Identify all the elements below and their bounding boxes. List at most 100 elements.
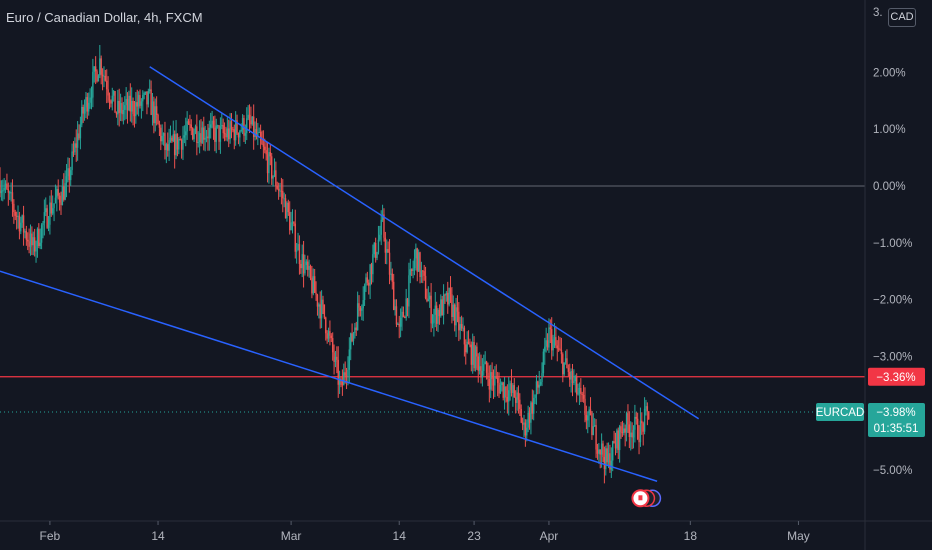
candle-body — [178, 139, 180, 150]
candle-body — [286, 202, 288, 219]
current-price-badge — [868, 402, 925, 437]
candle-body — [566, 358, 568, 369]
candle-body — [103, 75, 105, 77]
candle-body — [498, 382, 500, 394]
candle-body — [546, 340, 549, 348]
candle-body — [520, 408, 522, 423]
trendlines-layer[interactable] — [0, 66, 700, 482]
candle-body — [462, 327, 464, 329]
candle-body — [298, 244, 301, 264]
candle-body — [203, 127, 205, 140]
candle-body — [246, 118, 248, 134]
candle-body — [488, 379, 491, 390]
candle-body — [269, 152, 272, 157]
candle-body — [466, 341, 468, 353]
candle-body — [154, 106, 156, 124]
candle-body — [354, 327, 356, 334]
candle-body — [68, 168, 71, 181]
candle-body — [71, 151, 73, 171]
candle-body — [191, 128, 194, 140]
candle-body — [194, 126, 197, 134]
candle-body — [521, 422, 524, 425]
candle-body — [422, 270, 424, 272]
candle-body — [24, 231, 26, 233]
y-tick-label: −5.00% — [873, 465, 912, 477]
candle-body — [613, 441, 615, 444]
candle-body — [373, 242, 375, 255]
candle-body — [226, 128, 229, 138]
candle-body — [290, 222, 292, 231]
y-tick-label: −3.00% — [873, 351, 912, 363]
candle-body — [146, 91, 148, 105]
candle-body — [469, 344, 471, 346]
y-tick-label: 1.00% — [873, 124, 906, 136]
candle-body — [391, 273, 393, 282]
candle-body — [313, 276, 316, 293]
candle-body — [426, 298, 428, 302]
candle-body — [472, 342, 474, 365]
candle-body — [530, 402, 532, 423]
candle-body — [463, 327, 466, 345]
candle-body — [337, 359, 339, 385]
candle-body — [322, 299, 324, 305]
candle-body — [121, 103, 123, 115]
candle-body — [557, 348, 560, 350]
candle-body — [74, 143, 76, 153]
candle-body — [101, 74, 104, 77]
candle-body — [284, 198, 287, 219]
candle-body — [111, 95, 113, 104]
candle-body — [387, 249, 389, 253]
candle-body — [458, 311, 460, 331]
candle-body — [451, 294, 453, 318]
candle-body — [383, 214, 385, 238]
candle-body — [496, 377, 499, 383]
candle-body — [630, 432, 632, 438]
candle-body — [376, 252, 378, 258]
candle-body — [560, 349, 563, 355]
candle-body — [302, 254, 305, 274]
candle-body — [362, 300, 364, 309]
trendline-upper — [149, 66, 700, 420]
candle-body — [570, 371, 572, 380]
candle-body — [405, 298, 407, 318]
candle-body — [412, 268, 414, 271]
candle-body — [312, 276, 314, 294]
level-badge — [868, 367, 925, 386]
candle-body — [228, 128, 230, 140]
candle-body — [505, 386, 507, 397]
candle-body — [526, 427, 528, 436]
candle-body — [620, 426, 622, 433]
candle-body — [470, 344, 473, 365]
candle-body — [69, 170, 72, 181]
y-tick-label: −2.00% — [873, 295, 912, 307]
candle-body — [309, 266, 312, 278]
candle-body — [347, 369, 349, 376]
candle-body — [282, 190, 284, 199]
candle-body — [164, 133, 166, 151]
candle-body — [602, 443, 604, 458]
candle-body — [198, 133, 201, 143]
candle-body — [571, 371, 574, 384]
candle-body — [28, 241, 30, 247]
candle-body — [236, 120, 238, 134]
candle-body — [248, 114, 251, 121]
candle-body — [326, 333, 328, 339]
candle-body — [338, 378, 341, 385]
candle-body — [122, 109, 125, 115]
candle-body — [538, 384, 540, 388]
candle-body — [51, 208, 54, 214]
candle-body — [581, 393, 583, 395]
candle-body — [210, 124, 212, 128]
candle-body — [616, 430, 618, 449]
candle-body — [97, 75, 100, 82]
candle-body — [79, 124, 82, 139]
candle-body — [556, 345, 558, 349]
trendline-lower — [0, 270, 658, 482]
currency-button[interactable]: CAD — [888, 8, 916, 27]
candle-body — [311, 277, 313, 294]
candle-body — [605, 448, 607, 470]
candle-body — [150, 89, 152, 115]
candle-body — [641, 420, 643, 424]
candle-body — [118, 100, 120, 113]
